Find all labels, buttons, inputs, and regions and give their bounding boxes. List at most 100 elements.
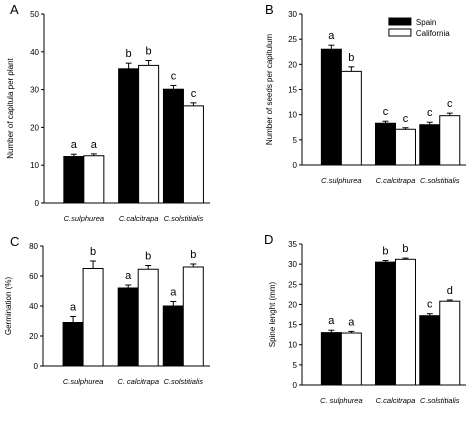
y-tick-label: 10 [288,111,297,120]
significance-letter: d [447,285,453,297]
y-tick-label: 20 [29,332,38,341]
panel-label: C [10,234,19,249]
significance-letter: b [90,246,96,258]
y-tick-label: 35 [288,240,297,249]
y-tick-label: 40 [30,48,39,57]
y-tick-label: 20 [288,60,297,69]
significance-letter: b [146,45,152,57]
significance-letter: a [328,315,335,327]
y-axis-title: Number of seeds per capitulum [265,34,274,146]
bar-california [394,258,416,386]
significance-letter: a [125,270,132,282]
y-tick-label: 0 [35,199,40,208]
legend-swatch [388,28,412,37]
bar-spain [419,124,441,166]
chart-panel-a: 0 10 20 30 40 50 A Number of capitula per plant… [6,2,210,223]
significance-letter: c [427,299,433,311]
significance-letter: c [427,107,433,119]
bar-california [439,115,461,166]
significance-letter: c [171,70,177,82]
significance-letter: b [145,251,151,263]
y-tick-label: 30 [30,86,39,95]
y-tick-label: 40 [29,302,38,311]
chart-panel-c: 0 20 40 60 80 C Germination (%) C.sulphurea C. c… [4,234,210,386]
significance-letter: b [348,52,354,64]
chart-panel-d: 0 5 10 15 20 25 30 35 D Spine lenght (mm) C. sulph… [264,232,466,405]
category-label: C.calcitrapa [119,214,159,223]
y-tick-label: 0 [293,381,298,390]
bar-california [83,155,105,204]
legend-swatch [388,17,412,26]
bar-spain [320,48,342,166]
category-label: C.calcitrapa [376,396,416,405]
category-label: C.solstitialis [164,214,204,223]
significance-letter: b [190,249,196,261]
y-tick-label: 60 [29,272,38,281]
bar-california [340,332,362,386]
significance-letter: a [71,139,78,151]
bar-spain [320,332,342,386]
y-tick-label: 20 [288,300,297,309]
significance-letter: b [402,243,408,255]
bar-spain [162,88,184,204]
y-tick-label: 10 [288,341,297,350]
panel-label: A [10,2,19,17]
category-label: C.sulphurea [64,214,104,223]
significance-letter: a [70,302,77,314]
bar-spain [117,287,139,367]
y-tick-label: 20 [30,123,39,132]
bar-spain [62,322,84,367]
bar-spain [374,261,396,386]
y-axis-title: Spine lenght (mm) [268,281,277,347]
significance-letter: a [91,139,98,151]
bar-spain [63,156,85,204]
bar-california [137,268,159,367]
significance-letter: a [348,316,355,328]
y-tick-label: 30 [288,260,297,269]
bar-california [138,64,160,204]
significance-letter: c [383,106,389,118]
y-tick-label: 15 [288,86,297,95]
significance-letter: a [170,287,177,299]
category-label: C.sulphurea [63,377,103,386]
y-tick-label: 80 [29,242,38,251]
bar-spain [118,68,140,204]
bar-california [182,105,204,204]
y-tick-label: 0 [34,362,39,371]
legend-entry: California [416,29,450,38]
y-tick-label: 5 [293,136,298,145]
category-label: C.solstitialis [420,396,460,405]
significance-letter: c [403,113,409,125]
y-tick-label: 50 [30,10,39,19]
panel-label: D [264,232,273,247]
y-axis-title: Number of capitula per plant [6,57,15,158]
bar-california [340,70,362,166]
bar-california [439,300,461,386]
y-tick-label: 15 [288,321,297,330]
y-tick-label: 30 [288,10,297,19]
chart-panel-b: 0 5 10 15 20 25 30 B Number of seeds per capitul… [265,2,466,185]
significance-letter: c [447,98,453,110]
category-label: C. sulphurea [320,396,363,405]
y-tick-label: 0 [293,161,298,170]
legend-entry: Spain [416,18,436,27]
category-label: C.solstitialis [420,176,460,185]
bar-california [394,128,416,166]
y-tick-label: 25 [288,280,297,289]
significance-letter: b [126,48,132,60]
y-axis-title: Germination (%) [4,277,13,336]
bar-spain [162,305,184,367]
panel-label: B [265,2,274,17]
category-label: C.sulphurea [321,176,361,185]
bar-spain [374,122,396,166]
significance-letter: b [382,246,388,258]
bar-spain [419,315,441,386]
bar-california [182,266,204,367]
significance-letter: c [191,88,197,100]
bar-california [82,268,104,367]
category-label: C.calcitrapa [376,176,416,185]
y-tick-label: 25 [288,35,297,44]
significance-letter: a [328,30,335,42]
category-label: C. calcitrapa [117,377,159,386]
category-label: C.solstitialis [163,377,203,386]
